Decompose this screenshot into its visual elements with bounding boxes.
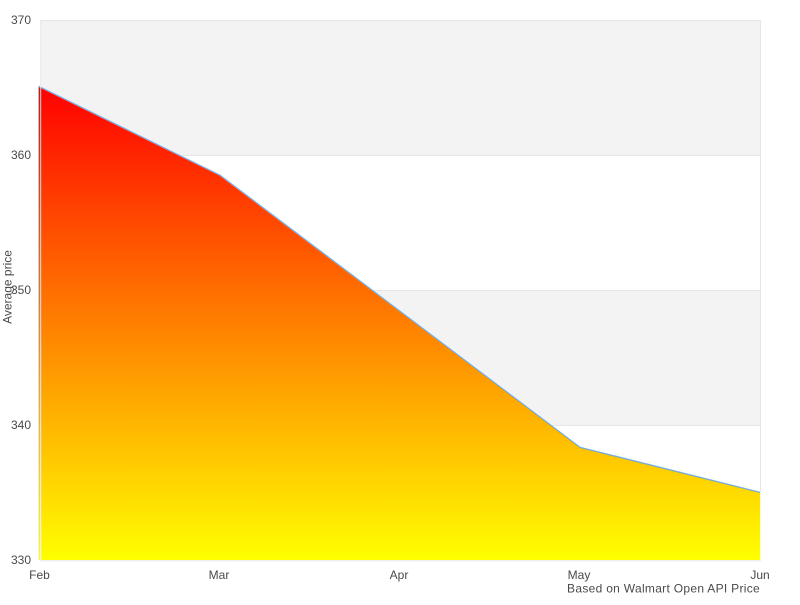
svg-text:May: May xyxy=(568,568,591,582)
svg-text:Jun: Jun xyxy=(750,568,769,582)
svg-text:360: 360 xyxy=(11,148,31,162)
svg-text:Feb: Feb xyxy=(29,568,50,582)
svg-text:350: 350 xyxy=(11,283,31,297)
svg-text:340: 340 xyxy=(11,418,31,432)
svg-text:370: 370 xyxy=(11,13,31,27)
svg-text:Apr: Apr xyxy=(390,568,409,582)
svg-text:Based on Walmart Open API Pric: Based on Walmart Open API Price xyxy=(567,581,760,595)
svg-text:330: 330 xyxy=(11,553,31,567)
svg-text:Mar: Mar xyxy=(209,568,230,582)
svg-text:Average price: Average price xyxy=(1,250,15,324)
